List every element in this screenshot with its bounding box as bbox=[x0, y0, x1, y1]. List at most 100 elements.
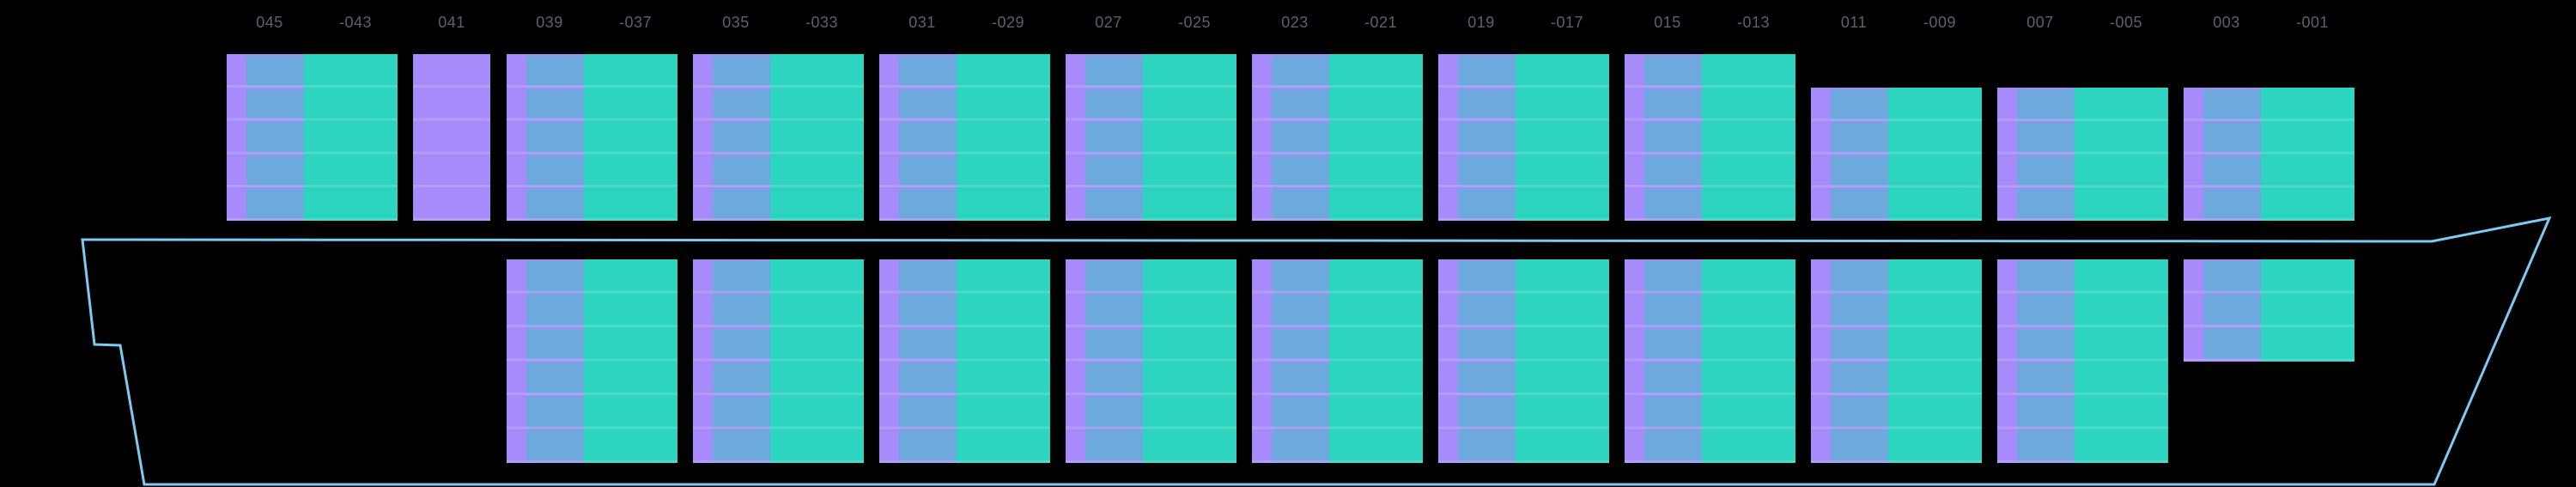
container-cell bbox=[1271, 396, 1329, 428]
bay-label-043: -043 bbox=[338, 14, 373, 31]
container-cell-column bbox=[1643, 54, 1702, 221]
teal-container-fill bbox=[303, 54, 398, 221]
container-cell bbox=[1457, 155, 1516, 186]
container-cell bbox=[2016, 295, 2075, 326]
container-cell bbox=[1830, 396, 1888, 428]
container-cell bbox=[1643, 56, 1702, 88]
container-cell bbox=[2016, 396, 2075, 428]
container-cell bbox=[2202, 328, 2261, 360]
container-cell-column bbox=[1084, 54, 1143, 221]
deck-bay-block-027-025[interactable] bbox=[1066, 54, 1236, 221]
deck-bay-block-035-033[interactable] bbox=[693, 54, 864, 221]
teal-container-fill bbox=[1515, 259, 1609, 463]
container-cell-column bbox=[898, 259, 957, 463]
bay-label-045: 045 bbox=[256, 14, 283, 31]
bay-label-037: -037 bbox=[618, 14, 653, 31]
bay-label-007: 007 bbox=[2026, 14, 2054, 31]
container-cell bbox=[1830, 188, 1888, 219]
container-cell bbox=[2202, 88, 2261, 120]
container-cell bbox=[898, 187, 957, 219]
container-cell bbox=[526, 328, 584, 361]
bay-label-003: 003 bbox=[2213, 14, 2240, 31]
deck-bay-block-007-005[interactable] bbox=[1997, 87, 2168, 221]
container-cell bbox=[526, 396, 584, 428]
bay-label-031: 031 bbox=[908, 14, 936, 31]
container-cell bbox=[898, 88, 957, 120]
bay-label-041: 041 bbox=[438, 14, 465, 31]
bay-label-035: 035 bbox=[722, 14, 750, 31]
deck-bay-block-045-043[interactable] bbox=[227, 54, 398, 221]
teal-container-fill bbox=[1515, 54, 1609, 221]
container-cell bbox=[1830, 88, 1888, 120]
container-cell-column bbox=[2016, 259, 2075, 463]
hold-bay-block-027-025[interactable] bbox=[1066, 259, 1236, 463]
deck-bay-block-011-009[interactable] bbox=[1811, 87, 1982, 221]
container-cell bbox=[526, 362, 584, 394]
container-cell bbox=[246, 122, 304, 153]
container-cell bbox=[1830, 261, 1888, 293]
container-cell bbox=[898, 429, 957, 461]
hold-bay-block-023-021[interactable] bbox=[1252, 259, 1423, 463]
container-cell bbox=[1457, 88, 1516, 120]
hold-bay-block-007-005[interactable] bbox=[1997, 259, 2168, 463]
teal-container-fill bbox=[1142, 54, 1236, 221]
container-cell bbox=[1271, 362, 1329, 394]
container-cell bbox=[2016, 122, 2075, 154]
container-cell bbox=[2016, 362, 2075, 394]
container-cell-column bbox=[1457, 259, 1516, 463]
container-cell bbox=[1643, 155, 1702, 186]
bay-label-027: 027 bbox=[1095, 14, 1122, 31]
deck-bay-block-003-001[interactable] bbox=[2184, 87, 2354, 221]
deck-bay-block-031-029[interactable] bbox=[879, 54, 1050, 221]
hold-bay-block-011-009[interactable] bbox=[1811, 259, 1982, 463]
teal-container-fill bbox=[769, 54, 864, 221]
hold-bay-block-003-001[interactable] bbox=[2184, 259, 2354, 362]
container-cell bbox=[1830, 155, 1888, 186]
hull-outline-path bbox=[81, 216, 2552, 486]
teal-container-fill bbox=[1328, 54, 1423, 221]
container-cell bbox=[712, 122, 770, 153]
bay-label-023: 023 bbox=[1281, 14, 1309, 31]
container-cell bbox=[1643, 122, 1702, 153]
container-cell bbox=[2202, 155, 2261, 186]
bay-label-011: 011 bbox=[1840, 14, 1868, 31]
deck-bay-block-015-013[interactable] bbox=[1625, 54, 1795, 221]
container-cell bbox=[1643, 88, 1702, 120]
tier-grid-lines bbox=[413, 54, 490, 221]
container-cell bbox=[1457, 122, 1516, 153]
container-cell bbox=[898, 56, 957, 88]
container-cell bbox=[712, 155, 770, 186]
container-cell bbox=[1084, 362, 1143, 394]
container-cell bbox=[526, 56, 584, 88]
hold-bay-block-015-013[interactable] bbox=[1625, 259, 1795, 463]
container-cell-column bbox=[898, 54, 957, 221]
container-cell-column bbox=[712, 54, 770, 221]
container-cell bbox=[712, 362, 770, 394]
hold-bay-block-019-017[interactable] bbox=[1438, 259, 1609, 463]
container-cell bbox=[526, 88, 584, 120]
hold-bay-block-035-033[interactable] bbox=[693, 259, 864, 463]
container-cell bbox=[898, 261, 957, 293]
deck-bay-block-039-037[interactable] bbox=[507, 54, 677, 221]
container-cell bbox=[1271, 328, 1329, 361]
teal-container-fill bbox=[2074, 87, 2168, 221]
container-cell bbox=[1643, 429, 1702, 461]
container-cell bbox=[1084, 155, 1143, 186]
hold-bay-block-039-037[interactable] bbox=[507, 259, 677, 463]
container-cell bbox=[246, 88, 304, 120]
deck-bay-block-041[interactable] bbox=[413, 54, 490, 221]
container-cell bbox=[898, 155, 957, 186]
container-cell bbox=[526, 187, 584, 219]
container-cell bbox=[1830, 122, 1888, 154]
deck-bay-block-023-021[interactable] bbox=[1252, 54, 1423, 221]
container-cell bbox=[1084, 328, 1143, 361]
hold-bay-block-031-029[interactable] bbox=[879, 259, 1050, 463]
container-cell bbox=[712, 295, 770, 326]
deck-bay-block-019-017[interactable] bbox=[1438, 54, 1609, 221]
container-cell bbox=[1271, 295, 1329, 326]
container-cell bbox=[526, 122, 584, 153]
bay-label-025: -025 bbox=[1177, 14, 1212, 31]
container-cell-column bbox=[526, 54, 584, 221]
teal-container-fill bbox=[2074, 259, 2168, 463]
